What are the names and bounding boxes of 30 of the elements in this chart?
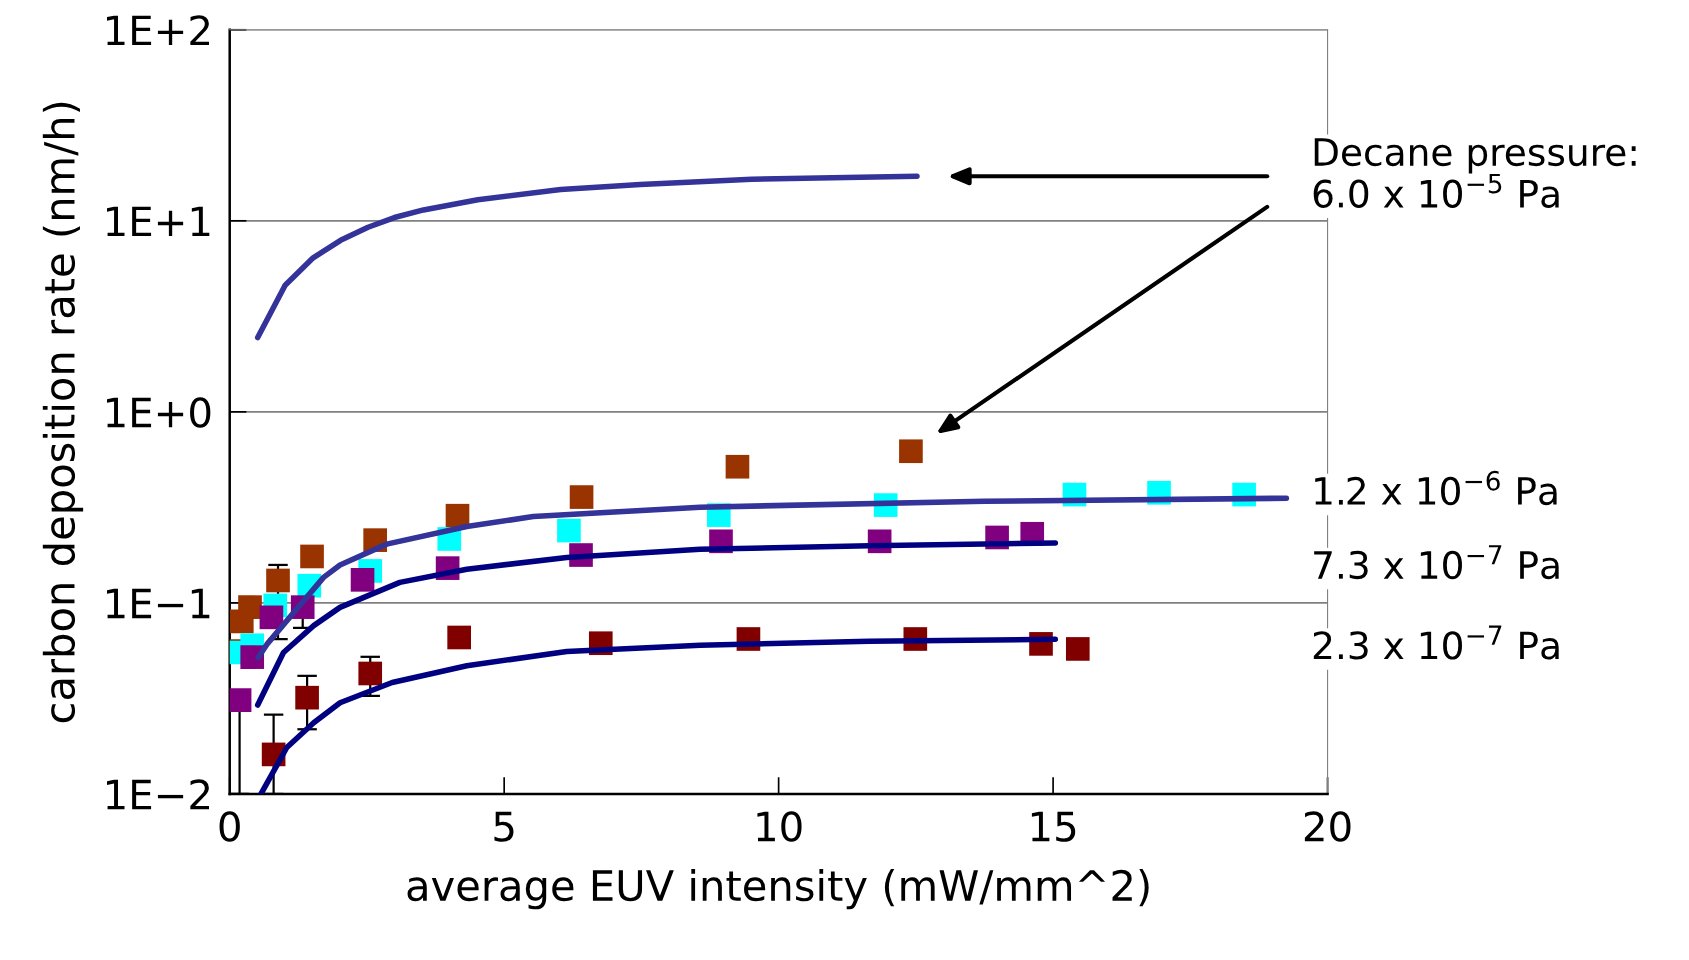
text: 2.3 x 10$^{−7}$ Pa [1313, 625, 1559, 660]
point [569, 485, 594, 509]
point [358, 661, 383, 686]
point [229, 688, 252, 712]
x-tick-label: 5 [494, 811, 514, 842]
y-tick-label: 1E+2 [107, 15, 209, 46]
x-tick-label: 20 [1304, 811, 1351, 842]
y-axis-title: carbon deposition rate (nm/h) [42, 102, 84, 723]
point [1065, 637, 1090, 661]
point [447, 625, 471, 650]
x-tick-label: 10 [757, 811, 802, 842]
x-axis-title: average EUV intensity (mW/mm^2) [407, 869, 1149, 910]
point [259, 605, 284, 630]
y-tick-label: 1E−1 [107, 588, 210, 619]
series-label: 1.2 x 10$^{−6}$ Pa [1315, 470, 1557, 506]
point [238, 595, 262, 619]
y-tick-label: 1E−2 [107, 779, 209, 810]
point [899, 439, 923, 464]
text: 7.3 x 10$^{−7}$ Pa [1314, 545, 1559, 580]
y-tick-label: 1E+0 [107, 397, 211, 428]
point [266, 568, 290, 593]
point [725, 454, 750, 479]
y-tick-label: 1E+1 [107, 206, 210, 237]
annotation: Decane pressure: 6.0 x 10$^{−5}$ Pa [1313, 138, 1636, 208]
point [350, 568, 375, 592]
x-tick-label: 15 [1031, 811, 1076, 842]
point [557, 518, 581, 543]
point [295, 685, 319, 710]
point [300, 544, 324, 569]
x-tick-label: 0 [219, 811, 240, 842]
